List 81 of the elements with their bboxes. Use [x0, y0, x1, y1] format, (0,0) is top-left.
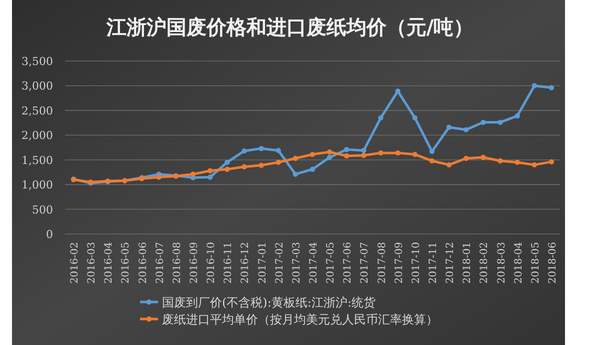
x-tick-label: 2018-05 [530, 242, 542, 284]
point [156, 174, 162, 180]
x-tick-label: 2018-02 [479, 242, 490, 284]
x-tick-label: 2017-07 [360, 242, 371, 284]
point [548, 159, 554, 164]
point [258, 146, 264, 152]
x-tick-label: 2016-03 [86, 242, 98, 284]
x-tick-label: 2017-06 [342, 242, 354, 284]
point [429, 148, 435, 154]
point [344, 146, 350, 152]
x-tick-label: 2018-01 [462, 242, 474, 284]
point [532, 83, 537, 88]
x-tick-label: 2016-06 [138, 242, 149, 284]
point [464, 156, 469, 161]
point [378, 150, 384, 156]
x-tick-label: 2018-03 [496, 242, 508, 284]
point [498, 158, 503, 164]
x-tick-label: 2016-07 [154, 242, 166, 284]
y-tick-label: 2,000 [22, 129, 53, 142]
point [361, 152, 366, 158]
point [276, 160, 281, 165]
point [242, 148, 247, 154]
x-tick-label: 2018-04 [513, 242, 524, 284]
point [344, 153, 350, 159]
point [326, 149, 332, 155]
point [276, 148, 281, 154]
point [395, 150, 400, 156]
point [310, 166, 316, 172]
y-tick-label: 2,500 [22, 104, 53, 118]
x-tick-label: 2017-10 [410, 242, 422, 284]
x-tick-label: 2016-11 [223, 242, 234, 284]
point [207, 168, 213, 174]
point [224, 166, 230, 172]
x-tick-label: 2017-12 [445, 242, 456, 284]
x-tick-label: 2018-06 [547, 242, 558, 284]
x-tick-label: 2017-08 [376, 242, 388, 284]
point [548, 85, 554, 90]
x-tick-label: 2017-05 [326, 242, 337, 284]
point [224, 160, 230, 165]
point [292, 156, 298, 161]
y-tick-label: 3,000 [22, 80, 53, 93]
point [429, 158, 435, 164]
point [412, 152, 418, 158]
y-tick-label: 3,500 [22, 55, 53, 68]
point [446, 162, 452, 168]
point [310, 152, 316, 158]
y-tick-label: 500 [32, 203, 53, 216]
point [412, 115, 418, 120]
point [498, 120, 503, 125]
point [378, 115, 384, 120]
x-tick-label: 2016-04 [104, 242, 115, 284]
x-tick-label: 2016-10 [206, 242, 218, 284]
x-tick-label: 2017-02 [274, 242, 286, 284]
y-tick-label: 0 [46, 228, 53, 241]
x-tick-label: 2016-05 [120, 242, 132, 284]
x-tick-label: 2016-02 [70, 242, 81, 284]
x-tick-label: 2016-08 [172, 242, 183, 284]
title: 江浙沪国废价格和进口废纸均价（元/吨） [106, 15, 474, 39]
point [326, 154, 332, 160]
x-tick-label: 2017-09 [394, 242, 405, 284]
x-tick-label: 2016-12 [240, 242, 252, 284]
point [361, 148, 366, 154]
point [446, 124, 452, 130]
point [207, 174, 213, 180]
point [190, 172, 196, 177]
x-tick-label: 2017-03 [291, 242, 302, 284]
point [532, 162, 537, 168]
point [242, 164, 247, 170]
point [258, 162, 264, 168]
point [480, 154, 486, 160]
y-tick-label: 1,000 [22, 178, 53, 192]
point [480, 120, 486, 125]
point [292, 172, 298, 177]
point [514, 160, 520, 165]
x-tick-label: 2017-04 [308, 242, 320, 284]
y-tick-label: 1,500 [22, 154, 53, 167]
point [464, 127, 469, 132]
point [514, 113, 520, 118]
x-tick-label: 2016-09 [189, 242, 200, 284]
x-tick-label: 2017-11 [428, 242, 439, 284]
x-tick-label: 2017-01 [257, 242, 268, 284]
